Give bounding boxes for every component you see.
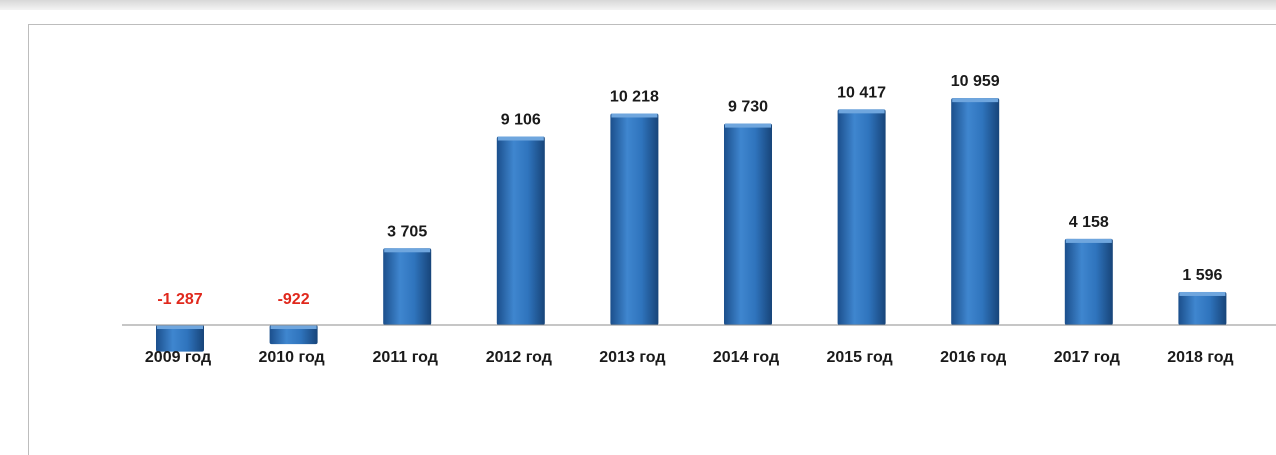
- bar-2012: [496, 136, 545, 325]
- value-label-2014: 9 730: [728, 99, 768, 116]
- category-label-2013: 2013 год: [599, 349, 665, 366]
- category-label-2012: 2012 год: [486, 349, 552, 366]
- bar-cap-2013: [611, 113, 658, 118]
- category-label-2017: 2017 год: [1054, 349, 1120, 366]
- bar-cap-2018: [1179, 291, 1226, 296]
- bar-cap-2015: [838, 109, 885, 114]
- value-label-2012: 9 106: [501, 112, 541, 129]
- bar-cap-2009: [157, 325, 203, 329]
- bar-2016: [951, 98, 1000, 325]
- bars-group: [156, 98, 1227, 352]
- bar-2014: [724, 123, 772, 326]
- bar-2018: [1178, 291, 1227, 325]
- bar-cap-2017: [1065, 238, 1112, 243]
- bar-cap-2011: [384, 248, 431, 253]
- category-label-2016: 2016 год: [940, 349, 1006, 366]
- bar-2013: [610, 113, 659, 325]
- value-label-2013: 10 218: [610, 88, 659, 105]
- value-label-2010: -922: [278, 291, 310, 308]
- bar-2011: [383, 248, 432, 325]
- bar-2009: [156, 325, 204, 352]
- category-labels-group: 2009 год 2010 год 2011 год 2012 год 2013 год…: [145, 349, 1234, 366]
- bar-2017: [1064, 238, 1113, 325]
- category-label-2014: 2014 год: [713, 349, 779, 366]
- category-label-2015: 2015 год: [826, 349, 892, 366]
- bar-cap-2014: [725, 123, 771, 128]
- category-label-2011: 2011 год: [373, 349, 438, 366]
- category-label-2010: 2010 год: [258, 349, 324, 366]
- bar-cap-2010: [270, 325, 317, 329]
- category-label-2018: 2018 год: [1167, 349, 1233, 366]
- category-label-2009: 2009 год: [145, 349, 211, 366]
- value-label-2011: 3 705: [387, 223, 427, 240]
- bar-2015: [837, 109, 886, 325]
- value-labels-group: -1 287 -922 3 705 9 106 10 218 9 730 10 417 10 …: [157, 73, 1222, 308]
- value-label-2009: -1 287: [157, 291, 202, 308]
- bar-cap-2012: [497, 136, 544, 141]
- value-label-2018: 1 596: [1182, 267, 1222, 284]
- value-label-2015: 10 417: [837, 84, 886, 101]
- value-label-2016: 10 959: [951, 73, 1000, 90]
- bar-2010: [269, 325, 318, 345]
- bar-cap-2016: [952, 98, 999, 103]
- value-label-2017: 4 158: [1069, 214, 1109, 231]
- bar-chart: -1 287 -922 3 705 9 106 10 218 9 730 10 417 10 …: [122, 73, 1276, 366]
- top-edge-strip: [0, 0, 1276, 10]
